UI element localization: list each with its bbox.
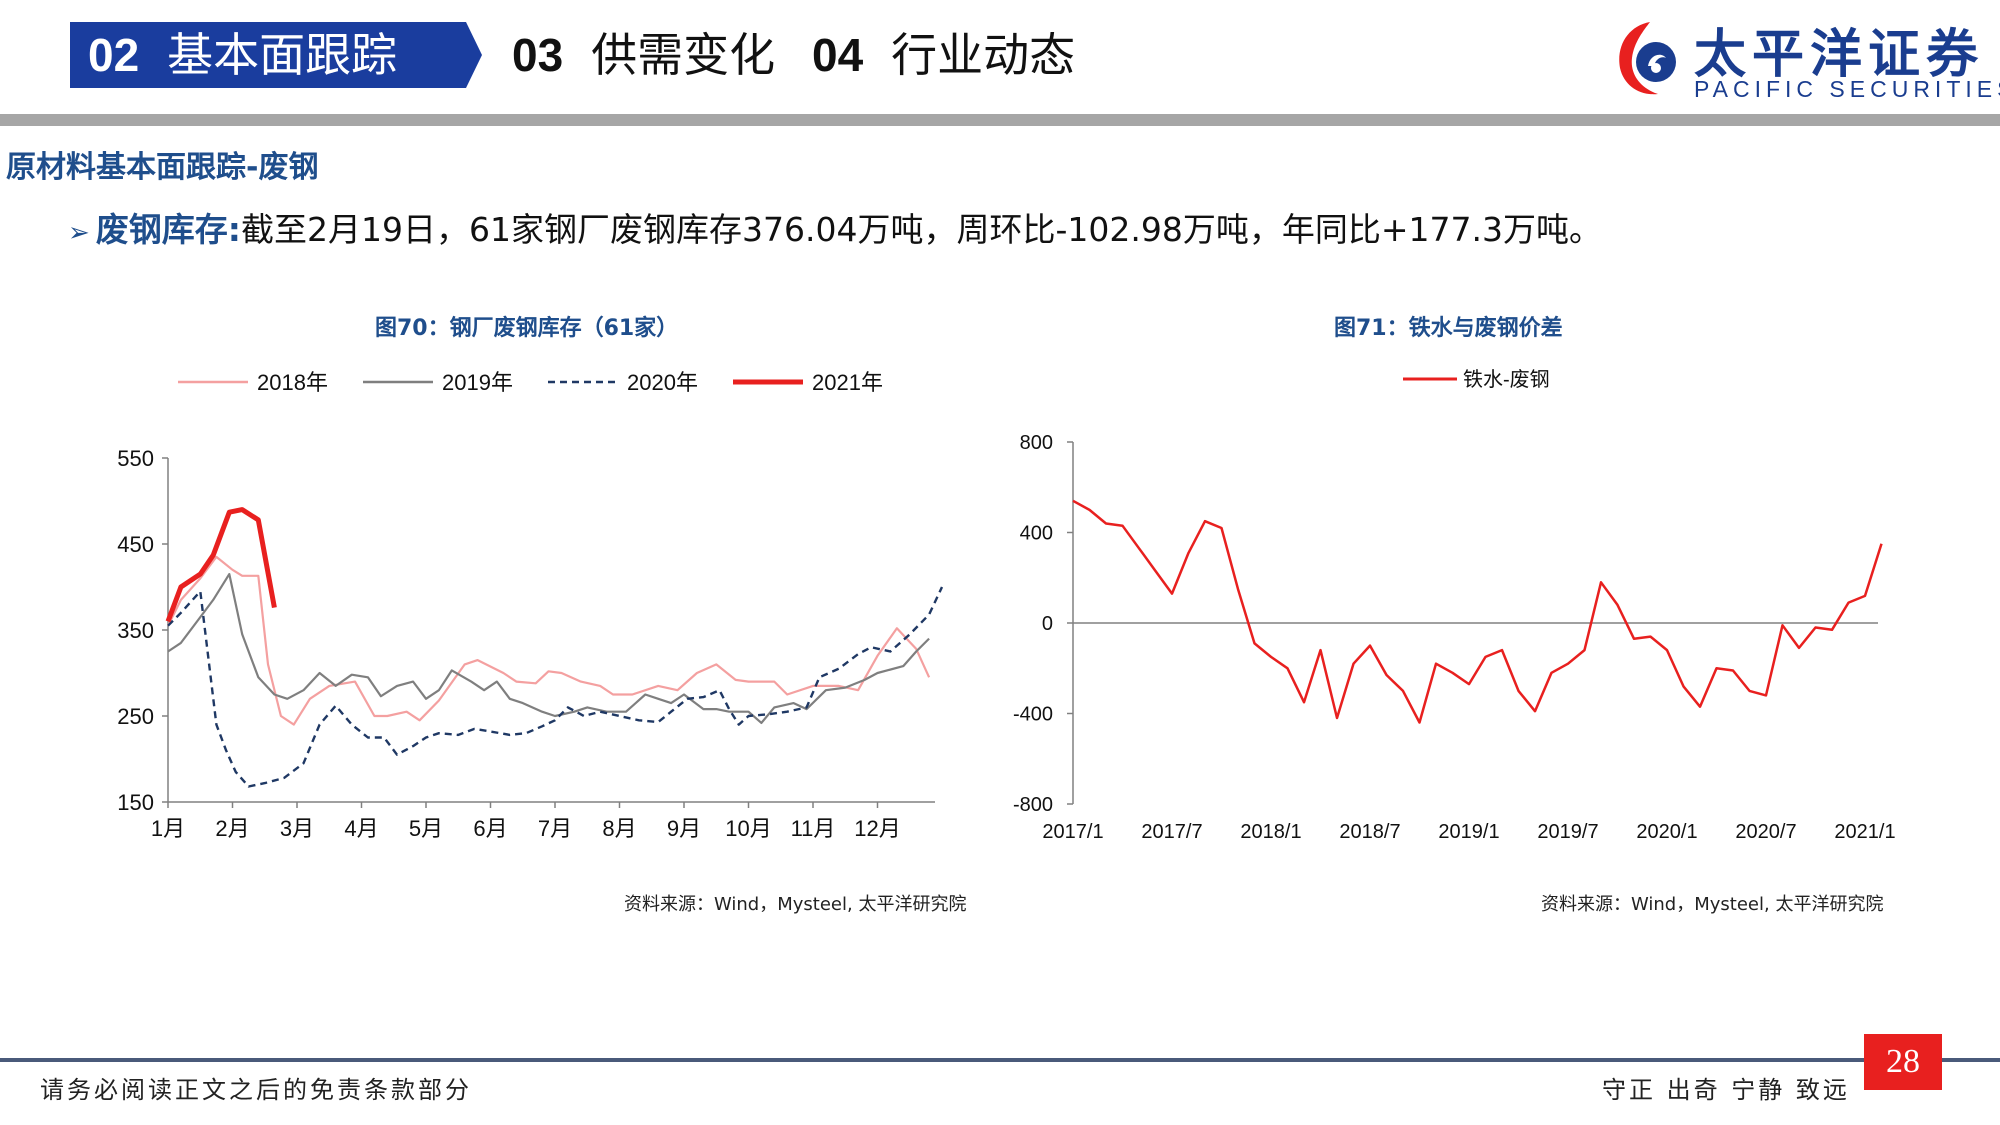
x-tick-label: 11月 [791,816,836,841]
y-tick-label: 550 [117,446,154,471]
x-tick-label: 6月 [473,816,507,841]
series-line-2020年 [167,586,944,788]
header-divider [0,114,2000,126]
x-tick-label: 2020/7 [1735,821,1796,843]
x-tick-label: 2017/1 [1042,821,1103,843]
x-tick-label: 9月 [667,816,701,841]
series-line-2021年 [165,507,277,623]
tab-number: 02 [88,29,140,81]
x-tick-label: 2019/1 [1438,821,1499,843]
legend-label: 2020年 [627,370,698,395]
y-tick-label: 350 [117,618,154,643]
pacific-logo-icon [1619,22,1676,95]
bullet-text: 截至2月19日，61家钢厂废钢库存376.04万吨，周环比-102.98万吨，年… [241,210,1602,249]
logo-text-cn: 太平洋证券 [1694,25,1985,85]
legend-label: 铁水-废钢 [1463,368,1550,391]
inventory-line-chart: 150 250 350 450 550 1月 2月 3月 4月 5月 6月 7月 8月 9月 10月 11月 1… [117,370,944,841]
chart-title-spread: 图71：铁水与废钢价差 [1334,316,1563,341]
x-tick-label: 3月 [280,816,314,841]
y-tick-label: -400 [1013,704,1053,726]
tab-supply-demand[interactable]: 03 供需变化 [512,22,775,88]
tab-label: 行业动态 [891,28,1076,82]
logo-text-en: PACIFIC SECURITIES [1694,76,2000,102]
chart-title-inventory: 图70：钢厂废钢库存（61家） [375,316,679,341]
legend-label: 2019年 [442,370,513,395]
section-title: 原材料基本面跟踪-废钢 [6,150,319,185]
y-tick-label: 0 [1042,613,1053,635]
series-line-spread [1072,499,1883,724]
active-tab-background [70,22,482,88]
tab-number: 03 [512,29,564,81]
y-tick-label: 400 [1020,523,1053,545]
page-number: 28 [1864,1034,1942,1090]
tab-basic-tracking[interactable]: 02 基本面跟踪 [88,22,397,88]
bullet-point: ➢ 废钢库存:截至2月19日，61家钢厂废钢库存376.04万吨，周环比-102.… [68,203,1602,251]
tab-label: 供需变化 [591,28,776,82]
x-tick-label: 2020/1 [1636,821,1697,843]
x-tick-label: 5月 [409,816,443,841]
bullet-label: 废钢库存: [95,210,241,249]
x-tick-label: 2018/7 [1339,821,1400,843]
x-tick-label: 2021/1 [1834,821,1895,843]
x-tick-label: 1月 [151,816,185,841]
x-tick-label: 10月 [725,816,771,841]
chart-source-spread: 资料来源：Wind，Mysteel, 太平洋研究院 [1541,894,1884,915]
x-tick-label: 12月 [854,816,900,841]
y-tick-label: -800 [1013,794,1053,816]
tab-number: 04 [812,29,864,81]
arrow-bullet-icon: ➢ [68,218,90,248]
disclaimer-text: 请务必阅读正文之后的免责条款部分 [40,1076,472,1104]
series-line-2019年 [167,572,930,725]
footer-divider [0,1058,2000,1062]
legend-label: 2018年 [257,370,328,395]
x-tick-label: 4月 [344,816,378,841]
x-tick-label: 2019/7 [1537,821,1598,843]
tab-industry-news[interactable]: 04 行业动态 [812,22,1075,88]
x-tick-label: 8月 [602,816,636,841]
tab-label: 基本面跟踪 [167,28,398,82]
x-tick-label: 2月 [215,816,249,841]
y-tick-label: 250 [117,704,154,729]
legend-label: 2021年 [812,370,883,395]
x-tick-label: 2017/7 [1141,821,1202,843]
chart-source-inventory: 资料来源：Wind，Mysteel, 太平洋研究院 [624,894,967,915]
y-tick-label: 150 [117,790,154,815]
x-tick-label: 2018/1 [1240,821,1301,843]
x-tick-label: 7月 [538,816,572,841]
y-tick-label: 450 [117,532,154,557]
y-tick-label: 800 [1020,432,1053,454]
series-line-2018年 [167,555,931,726]
footer-slogan: 守正 出奇 宁静 致远 [1602,1076,1850,1104]
